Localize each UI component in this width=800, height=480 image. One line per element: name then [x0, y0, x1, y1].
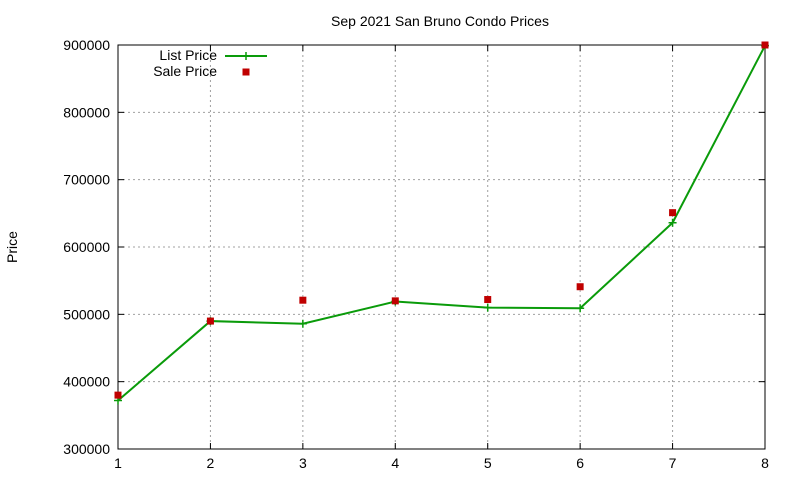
x-tick-label: 2: [207, 455, 215, 471]
x-tick-label: 7: [669, 455, 677, 471]
x-tick-label: 3: [299, 455, 307, 471]
list-price-point: [668, 218, 677, 227]
list-price-line: [117, 45, 766, 402]
x-tick-label: 6: [576, 455, 584, 471]
y-tick-label: 300000: [63, 441, 110, 457]
sale-price-point: [114, 391, 122, 399]
sale-price-point: [299, 296, 307, 304]
x-tick-label: 8: [761, 455, 769, 471]
series-layer: [114, 41, 769, 405]
sale-price-point: [761, 41, 769, 49]
plot-frame: [117, 44, 766, 450]
x-tick-label: 1: [114, 455, 122, 471]
list-price-point: [483, 303, 492, 312]
legend-label-list-price: List Price: [159, 47, 217, 63]
axis-ticks: 300000 400000 500000 600000 700000 800000 9000…: [63, 37, 769, 471]
x-tick-label: 4: [391, 455, 399, 471]
sale-price-point: [576, 283, 584, 291]
chart-title: Sep 2021 San Bruno Condo Prices: [331, 13, 549, 29]
list-price-point: [298, 319, 307, 328]
sale-price-point: [206, 317, 214, 325]
y-tick-label: 500000: [63, 306, 110, 322]
grid: [118, 45, 765, 449]
list-price-point: [576, 304, 585, 313]
y-tick-label: 700000: [63, 172, 110, 188]
y-axis-label: Price: [4, 231, 20, 263]
legend-swatch-sale-price: [242, 68, 250, 76]
sale-price-point: [391, 297, 399, 305]
x-tick-label: 5: [484, 455, 492, 471]
y-tick-label: 400000: [63, 374, 110, 390]
legend-marker-list-price: [242, 52, 250, 60]
y-tick-label: 900000: [63, 37, 110, 53]
sale-price-point: [484, 296, 492, 304]
sale-price-point: [669, 209, 677, 217]
legend-label-sale-price: Sale Price: [153, 63, 217, 79]
y-tick-label: 600000: [63, 239, 110, 255]
y-tick-label: 800000: [63, 104, 110, 120]
